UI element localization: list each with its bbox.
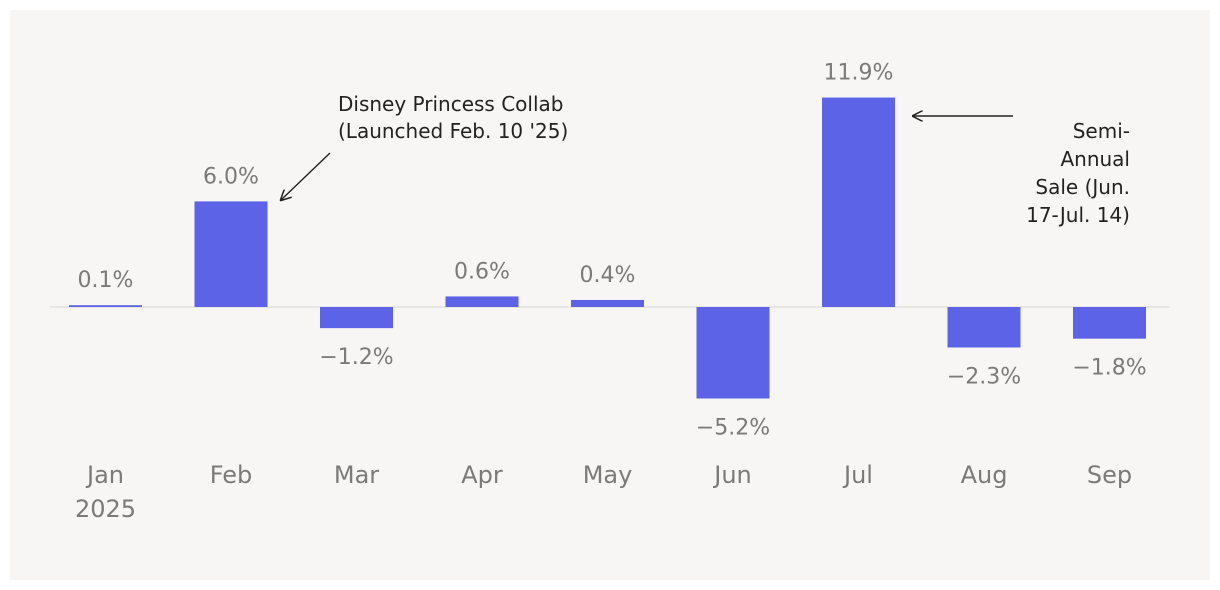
value-label-sep: −1.8% bbox=[1072, 356, 1146, 381]
x-tick-label-jul: Jul bbox=[842, 461, 873, 489]
x-tick-sublabel-jan: 2025 bbox=[75, 495, 136, 523]
x-tick-label-jun: Jun bbox=[712, 461, 752, 489]
bar-feb bbox=[194, 201, 268, 307]
annotation-sale-line-1: Semi- bbox=[1073, 119, 1130, 143]
annotation-sale-line-4: 17-Jul. 14) bbox=[1026, 203, 1130, 227]
value-label-may: 0.4% bbox=[580, 263, 636, 288]
value-label-jun: −5.2% bbox=[696, 416, 770, 441]
bar-jun bbox=[696, 307, 770, 399]
value-label-jul: 11.9% bbox=[824, 61, 894, 86]
x-tick-label-may: May bbox=[583, 461, 633, 489]
bar-aug bbox=[947, 307, 1021, 348]
value-label-apr: 0.6% bbox=[454, 259, 510, 284]
bar-jul bbox=[822, 97, 895, 307]
bar-sep bbox=[1073, 307, 1146, 339]
value-label-jan: 0.1% bbox=[78, 268, 134, 293]
bar-chart: 0.1% Jan 2025 6.0% Feb −1.2% Mar 0.6% Apr 0.4% May… bbox=[50, 61, 1170, 523]
annotation-collab-line-2: (Launched Feb. 10 '25) bbox=[338, 119, 568, 143]
x-tick-label-sep: Sep bbox=[1087, 461, 1132, 489]
value-label-mar: −1.2% bbox=[319, 345, 393, 370]
annotation-sale-line-3: Sale (Jun. bbox=[1035, 175, 1130, 199]
annotation-sale-line-2: Annual bbox=[1060, 147, 1130, 171]
x-tick-label-aug: Aug bbox=[961, 461, 1008, 489]
x-tick-label-mar: Mar bbox=[334, 461, 379, 489]
bar-may bbox=[571, 299, 644, 307]
x-tick-label-jan: Jan bbox=[85, 461, 124, 489]
value-label-feb: 6.0% bbox=[203, 164, 259, 189]
x-tick-label-feb: Feb bbox=[210, 461, 253, 489]
chart-panel: 0.1% Jan 2025 6.0% Feb −1.2% Mar 0.6% Apr 0.4% May… bbox=[10, 10, 1210, 580]
x-tick-label-apr: Apr bbox=[461, 461, 503, 489]
annotation-collab-line-1: Disney Princess Collab bbox=[338, 92, 563, 116]
bar-apr bbox=[445, 296, 519, 307]
bar-mar bbox=[320, 307, 393, 329]
value-label-aug: −2.3% bbox=[947, 364, 1021, 389]
bar-jan bbox=[69, 305, 142, 307]
annotation-collab-arrow bbox=[281, 152, 331, 200]
